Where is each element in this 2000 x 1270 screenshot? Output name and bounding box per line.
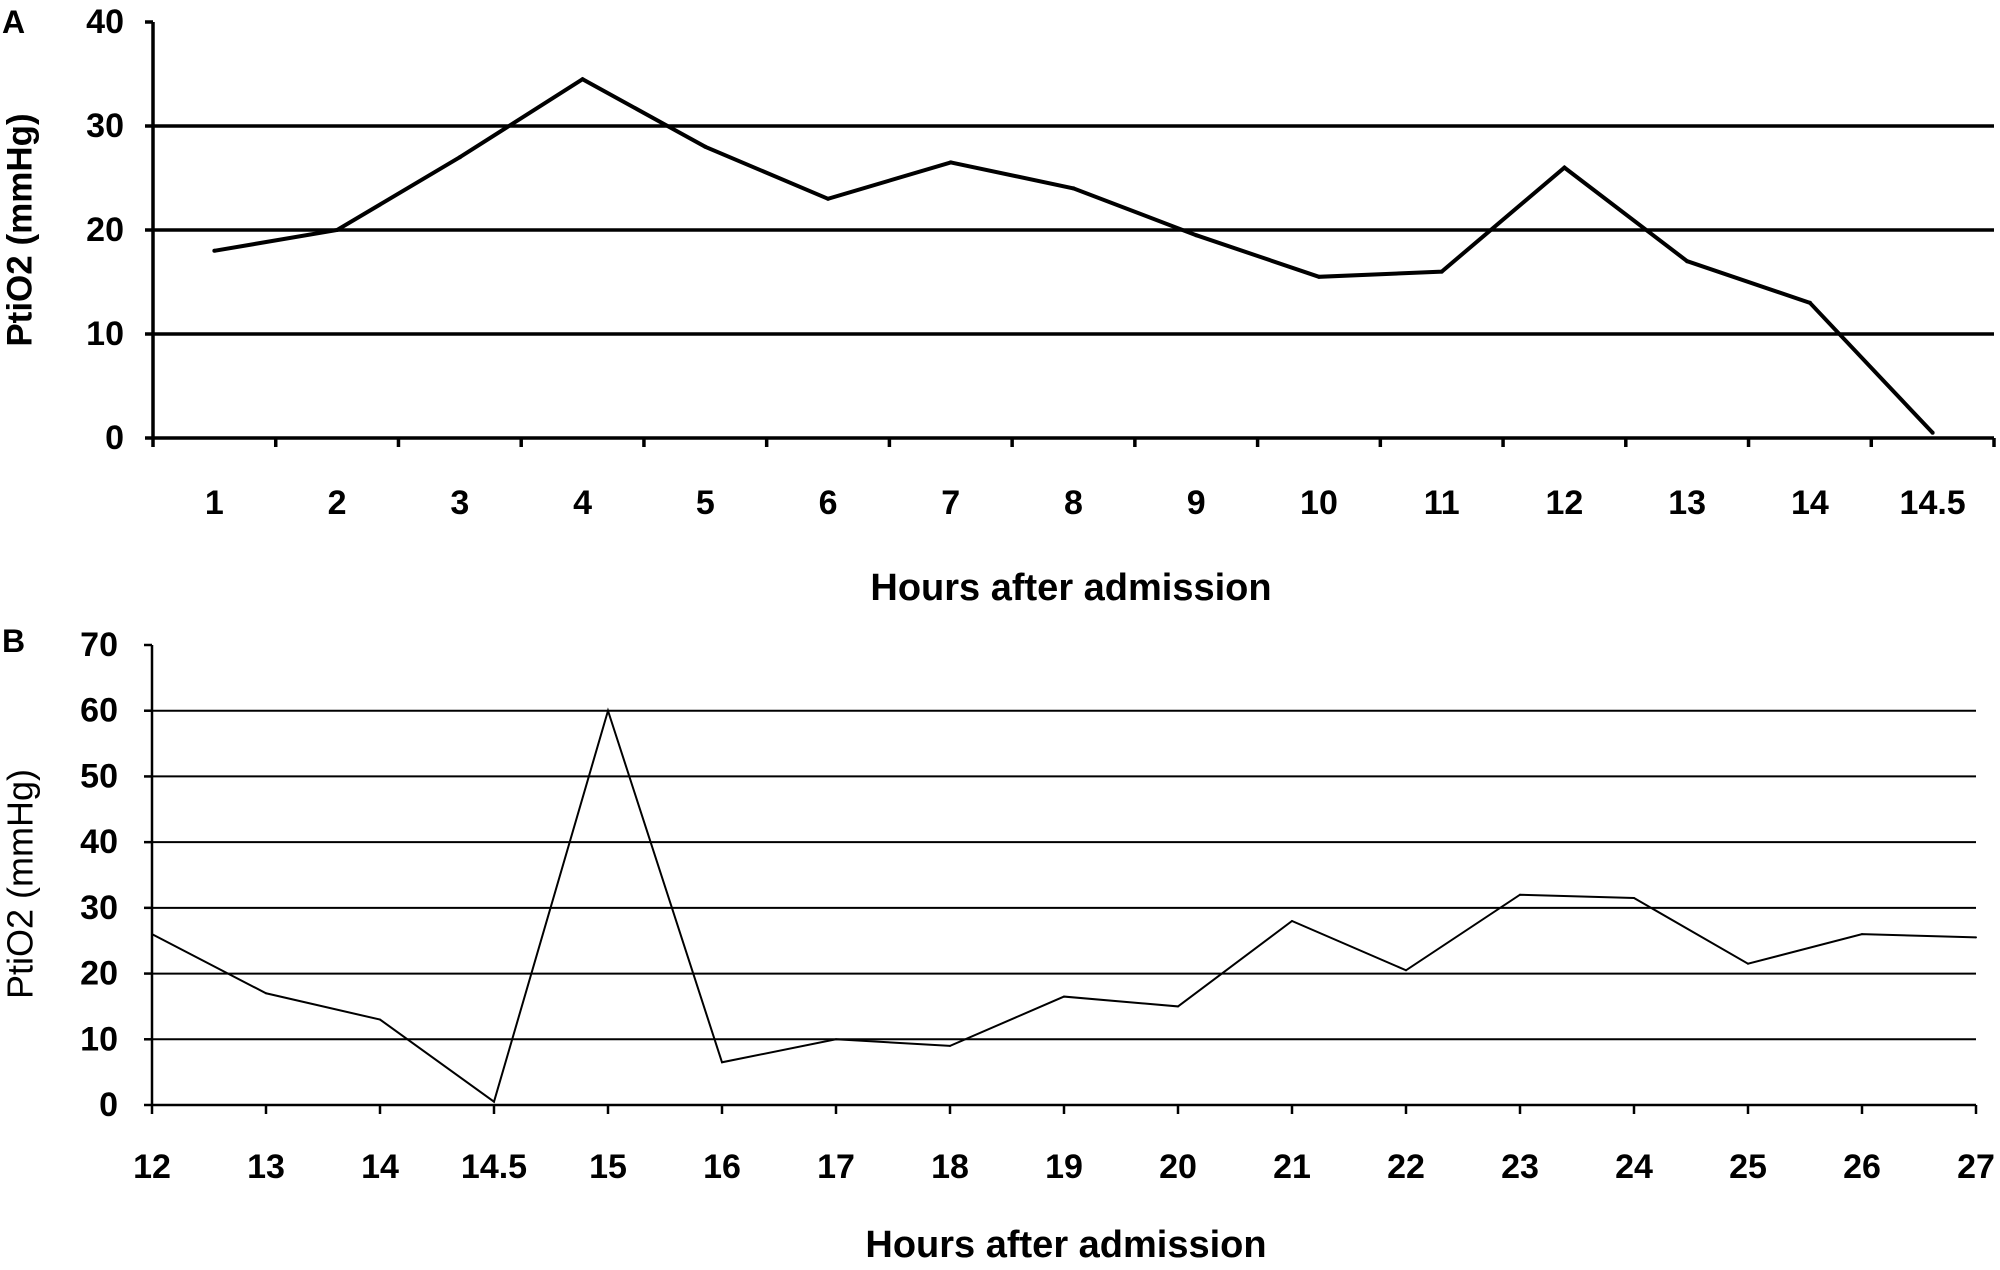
series-line (214, 76, 1935, 435)
x-tick-label: 12 (133, 1148, 171, 1186)
data-point (1930, 430, 1935, 435)
x-tick-label: 18 (931, 1148, 969, 1186)
y-tick-label: 60 (80, 692, 118, 730)
x-tick-label: 19 (1045, 1148, 1083, 1186)
x-tick-label: 1 (205, 484, 224, 522)
data-point (607, 709, 609, 712)
x-tick-label: 14.5 (461, 1148, 527, 1186)
x-tick-label: 21 (1273, 1148, 1311, 1186)
y-tick-label: 30 (86, 107, 124, 145)
y-tick-label: 20 (80, 955, 118, 993)
x-tick-label: 17 (817, 1148, 855, 1186)
data-point (1685, 259, 1690, 264)
panel-label-a: A (2, 4, 25, 40)
x-tick-label: 9 (1187, 484, 1206, 522)
x-tick-label: 27 (1957, 1148, 1995, 1186)
data-point (1807, 300, 1812, 305)
x-axis-title-a: Hours after admission (870, 567, 1271, 609)
x-tick-label: 12 (1546, 484, 1584, 522)
x-tick-label: 7 (941, 484, 960, 522)
data-point (379, 1018, 381, 1021)
data-point (1861, 933, 1863, 936)
data-point (703, 144, 708, 149)
data-point (1519, 893, 1521, 896)
data-point (151, 933, 153, 936)
y-tick-label: 40 (86, 3, 124, 41)
x-tick-label: 2 (328, 484, 347, 522)
data-point (1316, 274, 1321, 279)
x-tick-label: 16 (703, 1148, 741, 1186)
data-point (948, 160, 953, 165)
data-point (1177, 1005, 1179, 1008)
panel-label-b: B (2, 623, 25, 659)
y-tick-label: 70 (80, 626, 118, 664)
plot-area-b: 0 10 20 30 40 50 60 70 12 13 14 14.5 15 16 17 18 19 20 21 2… (80, 626, 1995, 1186)
series-line (151, 707, 1977, 1104)
data-point (1291, 920, 1293, 922)
x-tick-label: 15 (589, 1148, 627, 1186)
x-tick-label: 11 (1424, 484, 1460, 522)
x-tick-label: 8 (1064, 484, 1083, 522)
x-tick-label: 6 (819, 484, 838, 522)
x-tick-label: 14 (1791, 484, 1829, 522)
x-tick-label: 20 (1159, 1148, 1197, 1186)
data-point (212, 248, 217, 253)
x-tick-label: 5 (696, 484, 715, 522)
data-point (1747, 962, 1749, 965)
chart-panel-a: A PtiO2 (mmHg) Hours after admission 0 10… (1, 3, 1996, 609)
x-tick-label: 22 (1387, 1148, 1425, 1186)
data-point (949, 1044, 951, 1047)
x-tick-label: 13 (1668, 484, 1706, 522)
y-axis-title-b: PtiO2 (mmHg) (0, 769, 41, 999)
data-point (1405, 969, 1407, 972)
y-tick-label: 0 (105, 419, 124, 457)
data-point (1975, 936, 1977, 939)
data-point (457, 155, 462, 160)
x-tick-label: 26 (1843, 1148, 1881, 1186)
data-point (1633, 897, 1635, 899)
data-point (493, 1100, 495, 1103)
y-tick-label: 0 (99, 1086, 118, 1124)
y-tick-label: 20 (86, 211, 124, 249)
x-axis-title-b: Hours after admission (865, 1224, 1266, 1266)
chart-panel-b: B PtiO2 (mmHg) Hours after admission 0 10… (0, 623, 1995, 1266)
x-tick-label: 4 (573, 484, 592, 522)
data-point (335, 228, 340, 232)
y-tick-label: 40 (80, 823, 118, 861)
y-tick-label: 30 (80, 889, 118, 927)
x-tick-label: 24 (1615, 1148, 1653, 1186)
x-tick-label: 13 (247, 1148, 285, 1186)
x-tick-label: 10 (1300, 484, 1338, 522)
x-tick-label: 14 (361, 1148, 399, 1186)
data-point (580, 77, 585, 82)
x-tick-label: 3 (450, 484, 469, 522)
data-point (1439, 269, 1444, 274)
x-tick-label: 14.5 (1900, 484, 1966, 522)
data-point (1562, 165, 1567, 170)
y-tick-label: 10 (86, 315, 124, 353)
data-point (1063, 995, 1065, 998)
data-point (835, 1038, 837, 1041)
x-tick-label: 23 (1501, 1148, 1539, 1186)
data-point (1194, 233, 1199, 238)
data-point (721, 1061, 723, 1064)
y-tick-label: 10 (80, 1020, 118, 1058)
data-point (265, 992, 267, 995)
data-point (1071, 186, 1076, 191)
data-point (826, 196, 831, 201)
x-tick-label: 25 (1729, 1148, 1767, 1186)
y-axis-title-a: PtiO2 (mmHg) (1, 113, 40, 346)
y-tick-label: 50 (80, 757, 118, 795)
